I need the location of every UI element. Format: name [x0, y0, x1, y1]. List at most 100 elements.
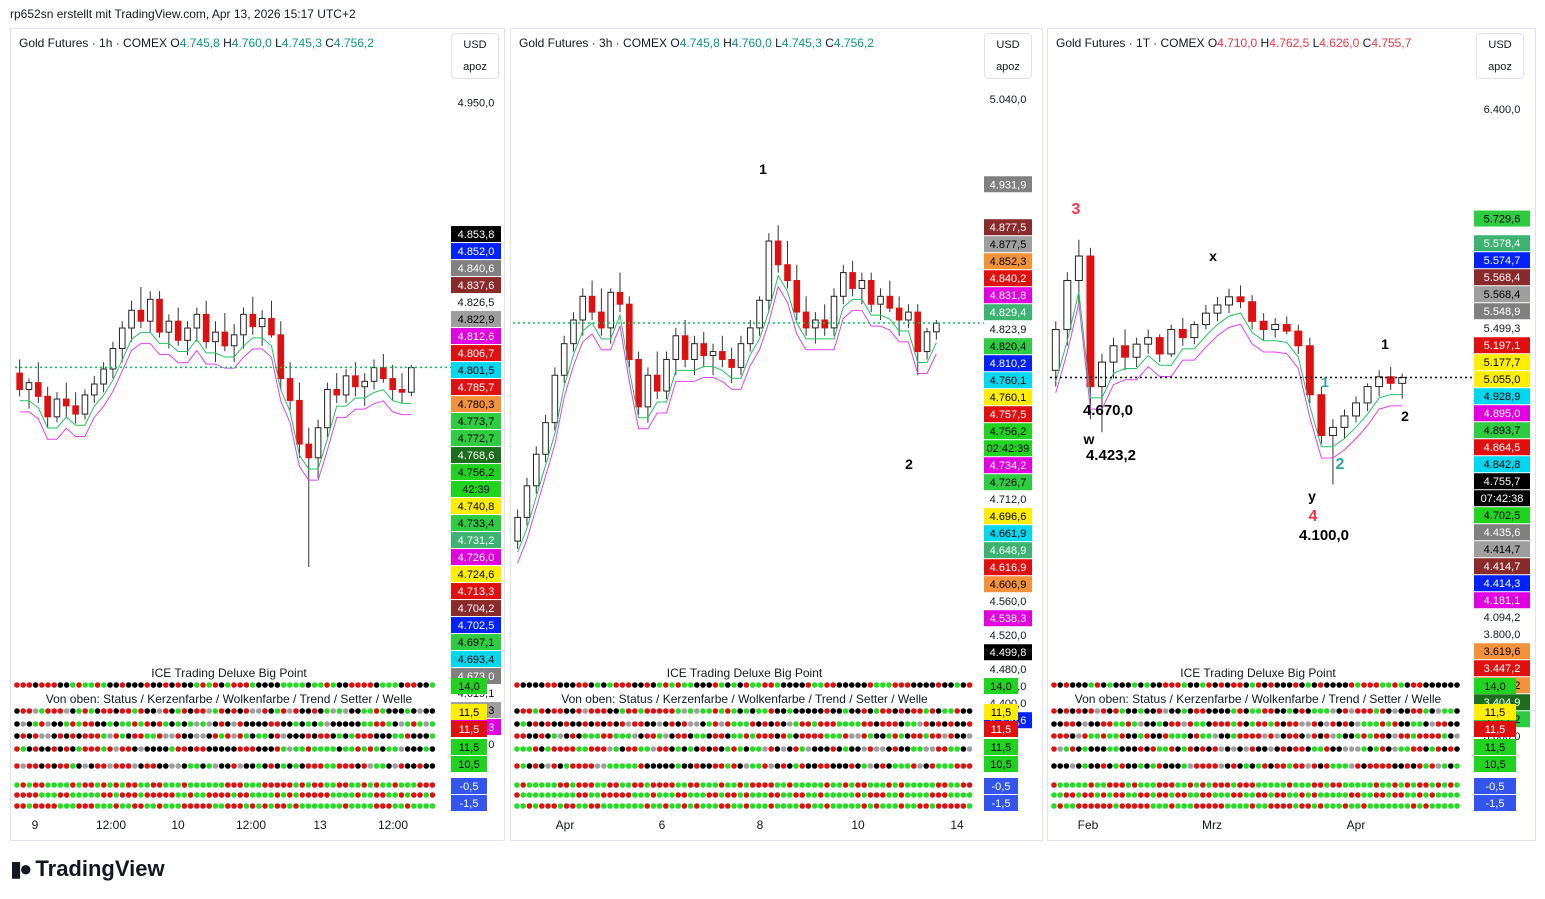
indicator-dot: [830, 792, 836, 798]
chart-panel-1d[interactable]: Gold Futures · 1T · COMEX O4.710,0 H4.76…: [1047, 28, 1536, 841]
indicator-value-tag: [984, 678, 1018, 694]
indicator-dot: [1404, 733, 1411, 739]
indicator-dot: [1454, 682, 1460, 688]
indicator-dot: [656, 763, 663, 769]
indicator-dot: [849, 682, 855, 688]
indicator-dot: [520, 763, 526, 769]
indicator-dot: [656, 682, 663, 688]
indicator-dot: [718, 733, 725, 739]
indicator-dot: [1150, 782, 1156, 788]
indicator-dot: [342, 792, 349, 798]
indicator-dot: [39, 763, 45, 769]
axis-price-label: 4.853,8: [458, 229, 495, 241]
axis-price-label: 4.731,2: [458, 535, 495, 547]
indicator-dot: [70, 721, 76, 727]
axis-price-tag: [984, 372, 1032, 389]
indicator-dot: [1392, 746, 1398, 752]
indicator-dot: [1317, 746, 1324, 752]
indicator-dot: [51, 803, 57, 809]
axis-price-tag: [451, 362, 501, 379]
indicator-dot: [644, 733, 650, 739]
indicator-dot: [243, 733, 250, 739]
candle-body: [128, 309, 135, 329]
indicator-dot: [187, 733, 194, 739]
indicator-dot: [1417, 708, 1423, 714]
indicator-dot: [892, 721, 898, 727]
indicator-dot: [1069, 746, 1076, 752]
ohlc-key: C: [1359, 36, 1372, 50]
indicator-dot: [1361, 746, 1367, 752]
indicator-value-label: 11,5: [1485, 724, 1506, 736]
indicator-dot: [1057, 803, 1063, 809]
indicator-dot: [836, 682, 843, 688]
indicator-dot: [539, 792, 545, 798]
ohlc-value: 4.745,3: [281, 36, 322, 50]
indicator-dot: [1348, 708, 1355, 714]
indicator-dot: [824, 782, 830, 788]
indicator-dot: [1150, 746, 1156, 752]
indicator-dot: [1162, 782, 1169, 788]
indicator-dot: [675, 708, 681, 714]
indicator-dot: [336, 708, 343, 714]
candle-body: [691, 343, 698, 360]
indicator-dot: [82, 792, 88, 798]
indicator-dot: [1193, 708, 1200, 714]
indicator-dot: [1125, 682, 1132, 688]
indicator-dot: [1305, 746, 1311, 752]
axis-price-tag: [1474, 456, 1530, 473]
price-chart[interactable]: 5.040,04.931,94.877,54.877,54.852,34.840…: [511, 29, 1042, 840]
candle-body: [1167, 328, 1176, 355]
indicator-dot: [650, 782, 657, 788]
currency-selector[interactable]: USD apoz: [1476, 33, 1524, 79]
indicator-dot: [880, 746, 886, 752]
candle-body: [719, 351, 726, 360]
tradingview-brand[interactable]: ▮● TradingView: [10, 856, 165, 882]
indicator-dot: [514, 733, 520, 739]
indicator-dot: [563, 792, 570, 798]
indicator-dot: [355, 721, 361, 727]
indicator-dot: [1255, 763, 1262, 769]
indicator-dot: [324, 792, 330, 798]
indicator-dot: [138, 682, 144, 688]
indicator-dot: [280, 792, 287, 798]
indicator-dot: [520, 803, 526, 809]
indicator-dot: [1410, 733, 1417, 739]
indicator-dot: [1342, 792, 1349, 798]
indicator-dot: [1082, 803, 1088, 809]
indicator-dot: [1218, 721, 1225, 727]
indicator-dot: [1231, 792, 1237, 798]
currency-selector[interactable]: USD apoz: [984, 33, 1032, 79]
chart-panel-3h[interactable]: Gold Futures · 3h · COMEX O4.745,8 H4.76…: [510, 28, 1043, 841]
indicator-dot: [1187, 708, 1194, 714]
price-chart[interactable]: 4.950,04.853,84.852,04.840,64.837,64.826…: [11, 29, 504, 840]
indicator-dot: [1262, 708, 1268, 714]
indicator-dot: [687, 708, 694, 714]
indicator-dot: [1144, 803, 1150, 809]
axis-price-tag: [1474, 592, 1530, 609]
axis-price-label: 4.801,5: [458, 365, 495, 377]
indicator-dot: [731, 708, 737, 714]
axis-price-label: 4.499,8: [990, 647, 1027, 659]
indicator-dot: [687, 746, 694, 752]
indicator-dot: [811, 803, 818, 809]
indicator-dot: [948, 803, 954, 809]
indicator-dot: [1379, 792, 1386, 798]
indicator-dot: [1063, 708, 1070, 714]
indicator-dot: [1317, 803, 1324, 809]
price-chart[interactable]: 6.400,05.729,65.578,45.574,75.568,45.568…: [1048, 29, 1535, 840]
candle-body: [1271, 324, 1280, 330]
indicator-dot: [811, 721, 818, 727]
indicator-dot: [706, 746, 712, 752]
indicator-dot: [842, 721, 849, 727]
indicator-dot: [551, 763, 557, 769]
indicator-dot: [268, 803, 275, 809]
indicator-dot: [1342, 746, 1349, 752]
indicator-dot: [1373, 763, 1380, 769]
indicator-dot: [663, 746, 669, 752]
band-line: [19, 343, 412, 481]
indicator-dot: [656, 708, 663, 714]
candle-body: [1201, 312, 1210, 326]
chart-panel-1h[interactable]: Gold Futures · 1h · COMEX O4.745,8 H4.76…: [10, 28, 505, 841]
currency-selector[interactable]: USD apoz: [451, 33, 499, 79]
indicator-dot: [94, 763, 101, 769]
